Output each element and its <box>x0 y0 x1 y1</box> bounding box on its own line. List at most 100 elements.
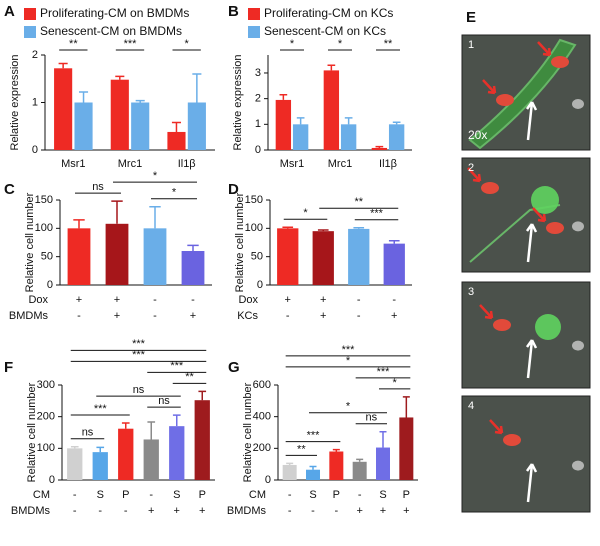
bar <box>110 79 129 150</box>
micrograph <box>461 281 591 389</box>
error-bar <box>111 200 123 224</box>
error-bar <box>192 73 202 103</box>
x-tick-label: Il1β <box>379 158 397 170</box>
error-bar <box>147 421 156 440</box>
row-mark: - <box>73 505 77 517</box>
bar <box>74 102 93 150</box>
row-name: BMDMs <box>227 505 267 517</box>
bar <box>306 469 320 480</box>
y-axis-label: Relative expression <box>232 55 244 151</box>
legend-label: Senescent-CM on BMDMs <box>40 24 182 38</box>
y-tick-label: 200 <box>37 411 55 423</box>
significance-label: *** <box>132 349 146 361</box>
row-mark: + <box>320 294 326 306</box>
error-bar <box>317 229 329 232</box>
bar <box>169 426 185 480</box>
arrow <box>482 79 497 95</box>
significance-label: * <box>346 355 351 367</box>
arrow <box>525 463 538 503</box>
arrow <box>525 223 538 263</box>
error-bar <box>172 414 181 427</box>
bar <box>282 464 297 480</box>
error-bar <box>388 240 400 244</box>
error-bar <box>353 227 365 229</box>
y-tick-label: 50 <box>251 251 263 263</box>
row-mark: + <box>76 294 82 306</box>
y-tick-label: 1 <box>255 118 261 130</box>
significance-label: *** <box>124 38 138 50</box>
significance-label: ns <box>133 384 145 396</box>
bar <box>376 447 390 480</box>
panel-label: B <box>228 3 239 20</box>
x-tick-label: Il1β <box>178 158 196 170</box>
y-tick-label: 0 <box>255 144 261 156</box>
row-mark: S <box>173 489 180 501</box>
error-bar <box>327 64 336 71</box>
error-bar <box>70 446 79 449</box>
y-tick-label: 50 <box>41 251 53 263</box>
significance-label: * <box>346 401 351 413</box>
row-mark: - <box>311 505 315 517</box>
y-tick-label: 0 <box>47 279 53 291</box>
row-mark: - <box>191 294 195 306</box>
row-mark: + <box>356 505 362 517</box>
row-name: CM <box>249 489 266 501</box>
significance-label: *** <box>94 403 108 415</box>
significance-label: ** <box>69 38 78 50</box>
error-bar <box>309 465 317 470</box>
bar <box>67 448 83 480</box>
legend-swatch <box>24 26 36 38</box>
image-label: 1 <box>468 39 474 51</box>
row-mark: - <box>334 505 338 517</box>
y-tick-label: 3 <box>255 67 261 79</box>
bar <box>105 223 129 285</box>
bar <box>348 228 370 285</box>
panel-label: A <box>4 3 15 20</box>
significance-label: * <box>153 170 158 182</box>
panel-label: G <box>228 359 240 376</box>
error-bar <box>73 219 85 229</box>
bar <box>388 124 405 150</box>
row-mark: + <box>114 294 120 306</box>
row-mark: + <box>285 294 291 306</box>
row-mark: + <box>199 505 205 517</box>
row-mark: - <box>286 310 290 322</box>
significance-label: * <box>303 207 308 219</box>
row-mark: - <box>357 310 361 322</box>
error-bar <box>198 390 207 401</box>
bar <box>92 452 108 480</box>
y-tick-label: 150 <box>245 194 263 206</box>
y-axis-label: Relative expression <box>9 55 21 151</box>
error-bar <box>379 430 387 448</box>
bar <box>131 102 150 150</box>
legend-swatch <box>248 8 260 20</box>
bar <box>275 99 292 150</box>
significance-label: ns <box>366 412 378 424</box>
row-mark: - <box>358 489 362 501</box>
significance-label: *** <box>370 208 384 220</box>
error-bar <box>115 75 125 80</box>
error-bar <box>344 117 353 125</box>
panel-label: D <box>228 181 239 198</box>
legend-label: Proliferating-CM on BMDMs <box>40 6 189 20</box>
error-bar <box>279 94 288 100</box>
row-mark: + <box>391 310 397 322</box>
bar <box>167 131 186 150</box>
row-mark: - <box>288 505 292 517</box>
row-mark: - <box>153 310 157 322</box>
red-cell <box>503 434 521 446</box>
row-mark: + <box>320 310 326 322</box>
significance-label: *** <box>170 360 184 372</box>
legend-label: Senescent-CM on KCs <box>264 24 386 38</box>
x-tick-label: Msr1 <box>61 158 85 170</box>
row-name: CM <box>33 489 50 501</box>
row-mark: - <box>124 505 128 517</box>
row-name: BMDMs <box>11 505 51 517</box>
y-tick-label: 600 <box>253 379 271 391</box>
y-tick-label: 1 <box>32 96 38 108</box>
y-axis-label: Relative cell number <box>24 192 36 292</box>
significance-label: *** <box>132 338 146 350</box>
y-tick-label: 100 <box>35 222 53 234</box>
bar <box>312 231 334 285</box>
